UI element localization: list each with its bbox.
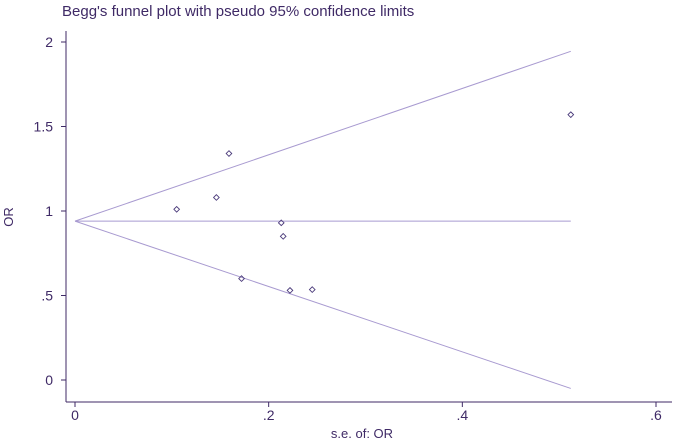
y-tick-label: 1.5 bbox=[34, 119, 54, 135]
study-point bbox=[308, 286, 316, 294]
plot-area: 0 .5 1 1.5 2 0 .2 .4 .6 bbox=[34, 31, 672, 423]
study-point bbox=[173, 205, 181, 213]
study-point bbox=[238, 275, 245, 283]
study-point bbox=[279, 232, 287, 240]
upper-limit-line bbox=[74, 50, 571, 222]
chart-title: Begg's funnel plot with pseudo 95% confi… bbox=[62, 3, 414, 20]
x-tick-label: .2 bbox=[263, 407, 275, 423]
y-axis-label: OR bbox=[1, 207, 16, 227]
study-point bbox=[567, 111, 575, 119]
study-point bbox=[286, 286, 294, 294]
lower-limit-line bbox=[74, 220, 571, 389]
x-axis-label: s.e. of: OR bbox=[331, 426, 393, 441]
y-tick-label: 1 bbox=[45, 203, 53, 219]
y-tick-label: 2 bbox=[45, 34, 53, 50]
study-point bbox=[212, 194, 220, 201]
study-point bbox=[277, 219, 285, 227]
y-tick-label: 0 bbox=[45, 372, 53, 388]
y-tick-label: .5 bbox=[41, 288, 53, 304]
study-point bbox=[225, 150, 233, 157]
x-tick-label: .4 bbox=[456, 407, 468, 423]
x-tick-label: .6 bbox=[650, 407, 662, 423]
x-tick-label: 0 bbox=[71, 407, 79, 423]
